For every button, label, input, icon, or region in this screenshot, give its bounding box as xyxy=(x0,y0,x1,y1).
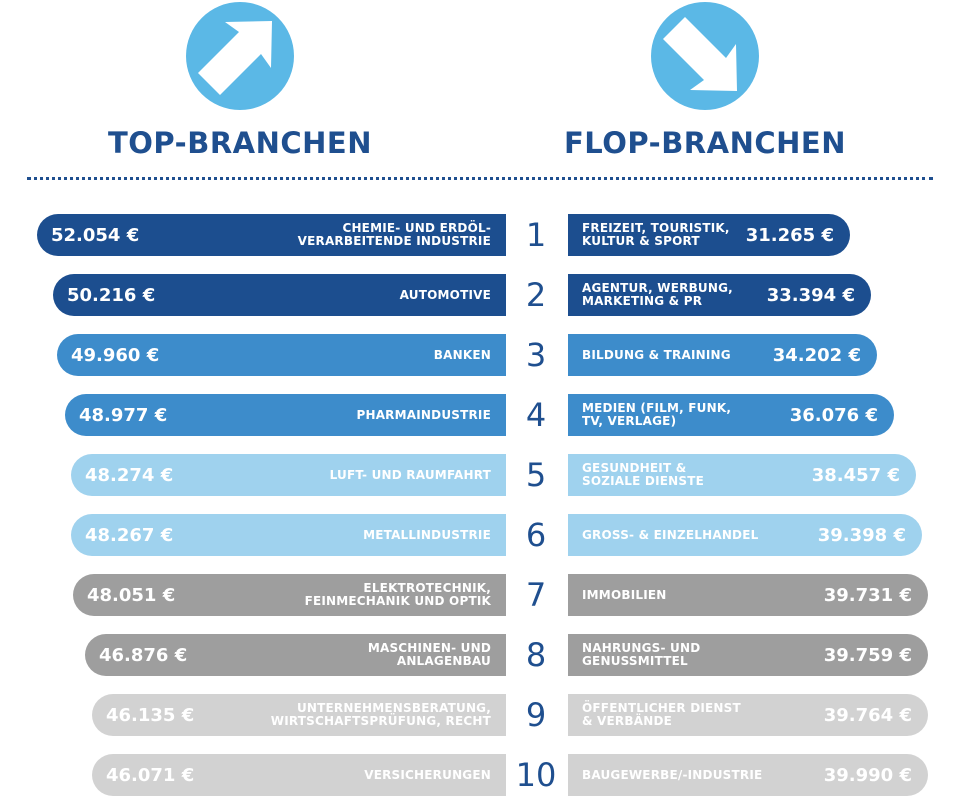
rank-number: 3 xyxy=(525,336,547,374)
flop-industry-label: GESUNDHEIT & SOZIALE DIENSTE xyxy=(582,461,705,488)
chart-row: 48.051 € ELEKTROTECHNIK, FEINMECHANIK UND… xyxy=(0,574,960,616)
rank-number: 5 xyxy=(525,456,547,494)
top-bar: 46.135 € UNTERNEHMENSBERATUNG, WIRTSCHAFT… xyxy=(92,694,506,736)
top-value-label: 48.051 € xyxy=(87,584,176,606)
top-industry-label: CHEMIE- UND ERDÖL- VERARBEITENDE INDUSTR… xyxy=(297,221,491,248)
top-industry-label: BANKEN xyxy=(433,347,491,362)
top-value-label: 52.054 € xyxy=(51,224,140,246)
chart-row: 46.071 € VERSICHERUNGEN 10 BAUGEWERBE/-INDU… xyxy=(0,754,960,796)
flop-branchen-title: FLOP-BRANCHEN xyxy=(564,126,846,160)
top-industry-label: LUFT- UND RAUMFAHRT xyxy=(329,467,491,482)
top-industry-label: AUTOMOTIVE xyxy=(399,287,491,302)
top-bar: 48.267 € METALLINDUSTRIE xyxy=(71,514,506,556)
flop-industry-label: BILDUNG & TRAINING xyxy=(582,347,731,362)
top-bar: 48.274 € LUFT- UND RAUMFAHRT xyxy=(71,454,506,496)
rank-number: 2 xyxy=(525,276,547,314)
flop-industry-label: FREIZEIT, TOURISTIK, KULTUR & SPORT xyxy=(582,221,730,248)
flop-bar: BILDUNG & TRAINING 34.202 € xyxy=(568,334,877,376)
top-industry-label: VERSICHERUNGEN xyxy=(364,767,491,782)
chart-row: 48.274 € LUFT- UND RAUMFAHRT 5 GESUNDHEIT &… xyxy=(0,454,960,496)
flop-industry-label: GROSS- & EINZELHANDEL xyxy=(582,527,759,542)
flop-industry-label: IMMOBILIEN xyxy=(582,587,667,602)
top-industry-label: ELEKTROTECHNIK, FEINMECHANIK UND OPTIK xyxy=(304,581,491,608)
flop-bar: IMMOBILIEN 39.731 € xyxy=(568,574,928,616)
chart-row: 50.216 € AUTOMOTIVE 2 AGENTUR, WERBUNG, MAR… xyxy=(0,274,960,316)
top-industry-label: MASCHINEN- UND ANLAGENBAU xyxy=(367,641,491,668)
chart-row: 52.054 € CHEMIE- UND ERDÖL- VERARBEITENDE… xyxy=(0,214,960,256)
top-branchen-header: TOP-BRANCHEN xyxy=(80,0,400,160)
rank-number: 8 xyxy=(525,636,547,674)
flop-value-label: 33.394 € xyxy=(766,284,855,306)
flop-industry-label: AGENTUR, WERBUNG, MARKETING & PR xyxy=(582,281,733,308)
rank-number: 4 xyxy=(525,396,547,434)
arrow-up-right-icon xyxy=(186,2,294,110)
top-value-label: 46.135 € xyxy=(106,704,195,726)
flop-bar: GROSS- & EINZELHANDEL 39.398 € xyxy=(568,514,922,556)
rank-number: 10 xyxy=(515,756,557,794)
flop-bar: AGENTUR, WERBUNG, MARKETING & PR 33.394 € xyxy=(568,274,871,316)
chart-row: 49.960 € BANKEN 3 BILDUNG & TRAINING 34.202 … xyxy=(0,334,960,376)
flop-value-label: 39.759 € xyxy=(823,644,912,666)
rank-number: 6 xyxy=(525,516,547,554)
top-industry-label: UNTERNEHMENSBERATUNG, WIRTSCHAFTSPRÜFUNG… xyxy=(270,701,491,728)
top-bar: 48.977 € PHARMAINDUSTRIE xyxy=(65,394,506,436)
flop-industry-label: BAUGEWERBE/-INDUSTRIE xyxy=(582,767,763,782)
flop-bar: ÖFFENTLICHER DIENST & VERBÄNDE 39.764 € xyxy=(568,694,928,736)
dotted-divider xyxy=(27,177,933,180)
chart-row: 46.876 € MASCHINEN- UND ANLAGENBAU 8 NAHRUN… xyxy=(0,634,960,676)
rank-number: 1 xyxy=(525,216,547,254)
flop-branchen-header: FLOP-BRANCHEN xyxy=(545,0,865,160)
top-bar: 49.960 € BANKEN xyxy=(57,334,506,376)
rank-number: 9 xyxy=(525,696,547,734)
flop-value-label: 39.731 € xyxy=(823,584,912,606)
top-value-label: 49.960 € xyxy=(71,344,160,366)
flop-bar: NAHRUNGS- UND GENUSSMITTEL 39.759 € xyxy=(568,634,928,676)
chart-row: 46.135 € UNTERNEHMENSBERATUNG, WIRTSCHAFT… xyxy=(0,694,960,736)
top-industry-label: PHARMAINDUSTRIE xyxy=(356,407,491,422)
flop-value-label: 39.990 € xyxy=(823,764,912,786)
arrow-down-right-icon xyxy=(651,2,759,110)
top-bar: 50.216 € AUTOMOTIVE xyxy=(53,274,506,316)
flop-industry-label: ÖFFENTLICHER DIENST & VERBÄNDE xyxy=(582,701,741,728)
rank-number: 7 xyxy=(525,576,547,614)
top-industry-label: METALLINDUSTRIE xyxy=(363,527,491,542)
flop-industry-label: NAHRUNGS- UND GENUSSMITTEL xyxy=(582,641,701,668)
flop-bar: MEDIEN (FILM, FUNK, TV, VERLAGE) 36.076 € xyxy=(568,394,894,436)
top-bar: 46.071 € VERSICHERUNGEN xyxy=(92,754,506,796)
top-branchen-title: TOP-BRANCHEN xyxy=(108,126,372,160)
top-value-label: 48.274 € xyxy=(85,464,174,486)
top-value-label: 46.876 € xyxy=(99,644,188,666)
flop-industry-label: MEDIEN (FILM, FUNK, TV, VERLAGE) xyxy=(582,401,732,428)
top-value-label: 50.216 € xyxy=(67,284,156,306)
top-bar: 52.054 € CHEMIE- UND ERDÖL- VERARBEITENDE… xyxy=(37,214,506,256)
flop-value-label: 38.457 € xyxy=(811,464,900,486)
flop-bar: GESUNDHEIT & SOZIALE DIENSTE 38.457 € xyxy=(568,454,916,496)
flop-value-label: 39.764 € xyxy=(823,704,912,726)
top-value-label: 48.267 € xyxy=(85,524,174,546)
top-bar: 46.876 € MASCHINEN- UND ANLAGENBAU xyxy=(85,634,506,676)
chart-row: 48.267 € METALLINDUSTRIE 6 GROSS- & EINZELH… xyxy=(0,514,960,556)
top-value-label: 48.977 € xyxy=(79,404,168,426)
flop-bar: FREIZEIT, TOURISTIK, KULTUR & SPORT 31.26… xyxy=(568,214,850,256)
flop-value-label: 31.265 € xyxy=(745,224,834,246)
top-value-label: 46.071 € xyxy=(106,764,195,786)
top-bar: 48.051 € ELEKTROTECHNIK, FEINMECHANIK UND… xyxy=(73,574,506,616)
flop-value-label: 36.076 € xyxy=(789,404,878,426)
flop-value-label: 39.398 € xyxy=(817,524,906,546)
flop-value-label: 34.202 € xyxy=(772,344,861,366)
flop-bar: BAUGEWERBE/-INDUSTRIE 39.990 € xyxy=(568,754,928,796)
chart-row: 48.977 € PHARMAINDUSTRIE 4 MEDIEN (FILM, FU… xyxy=(0,394,960,436)
